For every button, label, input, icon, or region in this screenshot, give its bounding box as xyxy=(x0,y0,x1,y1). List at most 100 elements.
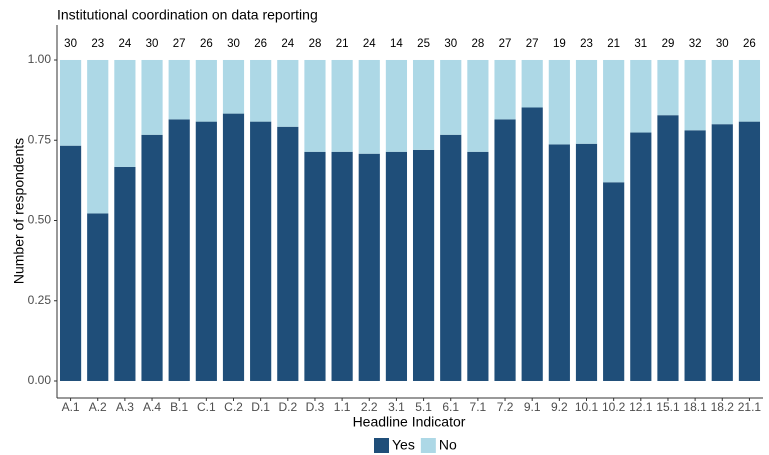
bar-segment xyxy=(521,107,543,381)
bar-segment xyxy=(711,124,733,381)
x-tick-label: 18.1 xyxy=(683,400,707,414)
bar-segment xyxy=(711,59,733,125)
bar-segment xyxy=(59,145,82,381)
legend-swatch xyxy=(420,438,436,453)
total-label: 31 xyxy=(634,38,647,50)
bar-segment xyxy=(412,149,435,381)
x-tick-label: 21.1 xyxy=(738,400,762,414)
x-tick-label: 18.2 xyxy=(711,400,735,414)
x-tick-label: 2.2 xyxy=(361,400,378,414)
x-tick-label: A.4 xyxy=(143,400,161,414)
bar-segment xyxy=(603,59,625,183)
bar-segment xyxy=(657,59,679,116)
x-tick-label: 10.2 xyxy=(602,400,626,414)
bar-segment xyxy=(548,144,570,381)
bar-segment xyxy=(141,134,163,381)
total-label: 30 xyxy=(716,38,729,50)
bar-segment xyxy=(630,59,652,133)
bar-segment xyxy=(657,115,679,381)
total-label: 27 xyxy=(499,38,512,50)
y-tick-label: 0.75 xyxy=(28,132,52,146)
bar-segment xyxy=(467,59,489,152)
total-label: 27 xyxy=(526,38,539,50)
total-label: 28 xyxy=(309,38,322,50)
chart-title: Institutional coordination on data repor… xyxy=(57,7,318,23)
legend-swatch xyxy=(374,438,389,453)
bar-segment xyxy=(440,134,462,381)
bar-segment xyxy=(87,59,109,214)
total-label: 21 xyxy=(607,38,620,50)
total-label: 21 xyxy=(336,38,349,50)
bar-segment xyxy=(304,151,326,381)
total-label: 23 xyxy=(580,38,593,50)
total-label: 26 xyxy=(254,38,267,50)
x-tick-label: 7.1 xyxy=(470,400,487,414)
bar-segment xyxy=(250,59,272,122)
bar-segment xyxy=(440,59,462,135)
bar-segment xyxy=(575,143,598,381)
total-label: 19 xyxy=(553,38,566,50)
total-label: 26 xyxy=(743,38,756,50)
x-tick-label: 9.1 xyxy=(524,400,541,414)
y-tick-label: 0.50 xyxy=(28,213,52,227)
bar-segment xyxy=(467,151,489,381)
bar-segment xyxy=(331,59,353,152)
y-tick-label: 1.00 xyxy=(28,52,52,66)
x-tick-label: C.2 xyxy=(224,400,243,414)
bar-segment xyxy=(141,59,163,135)
total-label: 30 xyxy=(146,38,159,50)
bar-segment xyxy=(222,113,245,381)
x-tick-label: D.2 xyxy=(278,400,297,414)
bar-segment xyxy=(195,59,217,122)
legend-label: No xyxy=(439,437,457,453)
x-tick-label: D.1 xyxy=(251,400,270,414)
bar-segment xyxy=(250,121,272,381)
bar-segment xyxy=(412,59,435,150)
total-label: 29 xyxy=(662,38,675,50)
bar-segment xyxy=(304,59,326,152)
bar-segment xyxy=(358,59,380,154)
total-label: 24 xyxy=(118,38,131,50)
bar-segment xyxy=(738,59,761,122)
bar-segment xyxy=(575,59,598,144)
bar-segment xyxy=(222,59,245,114)
total-label: 30 xyxy=(64,38,77,50)
y-tick-label: 0.00 xyxy=(28,373,52,387)
bar-segment xyxy=(195,121,217,381)
total-label: 24 xyxy=(363,38,376,50)
bar-segment xyxy=(114,59,136,167)
bar-segment xyxy=(277,59,299,127)
bar-segment xyxy=(114,166,136,381)
total-label: 24 xyxy=(281,38,294,50)
total-label: 26 xyxy=(200,38,213,50)
x-tick-label: C.1 xyxy=(197,400,216,414)
bar-segment xyxy=(168,59,190,120)
bar-segment xyxy=(684,130,706,381)
y-axis-label: Number of respondents xyxy=(11,138,27,284)
x-tick-label: A.3 xyxy=(116,400,134,414)
bar-segment xyxy=(277,126,299,381)
bar-segment xyxy=(385,151,408,381)
legend-label: Yes xyxy=(392,437,415,453)
bar-segment xyxy=(684,59,706,131)
bar-segment xyxy=(494,59,516,120)
bar-segment xyxy=(331,151,353,381)
total-label: 28 xyxy=(471,38,484,50)
total-label: 25 xyxy=(417,38,430,50)
bar-segment xyxy=(630,132,652,381)
x-tick-label: 12.1 xyxy=(629,400,653,414)
bar-segment xyxy=(59,59,82,146)
bar-segment xyxy=(548,59,570,145)
bar-segment xyxy=(521,59,543,108)
x-axis-label: Headline Indicator xyxy=(353,414,466,430)
x-tick-label: A.2 xyxy=(89,400,107,414)
x-tick-label: 7.2 xyxy=(497,400,514,414)
total-label: 30 xyxy=(227,38,240,50)
bar-segment xyxy=(358,153,380,381)
x-tick-label: 9.2 xyxy=(551,400,568,414)
x-tick-label: D.3 xyxy=(306,400,325,414)
bar-segment xyxy=(738,121,761,381)
x-tick-label: B.1 xyxy=(170,400,188,414)
total-label: 23 xyxy=(91,38,104,50)
